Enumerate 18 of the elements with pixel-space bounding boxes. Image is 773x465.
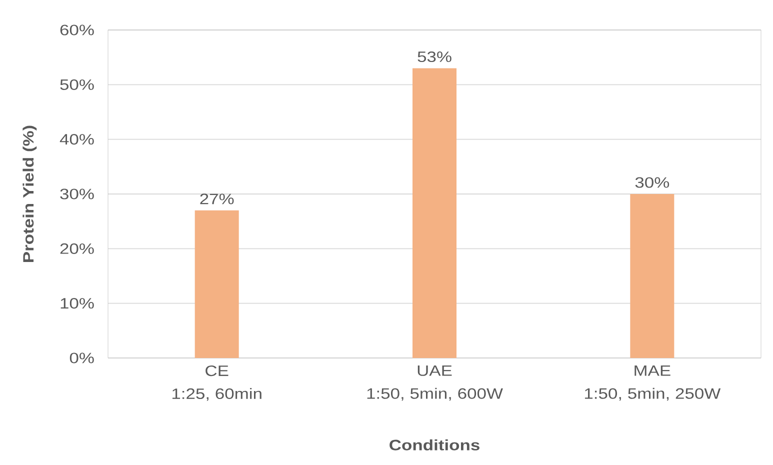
x-tick-label: CE 1:25, 60min (172, 366, 262, 401)
data-label: 30% (635, 177, 670, 188)
data-label: 27% (200, 194, 234, 204)
y-tick-label: 20% (60, 243, 94, 254)
y-tick-label: 50% (60, 79, 94, 90)
y-tick-label: 60% (60, 24, 94, 36)
x-tick-label: UAE 1:50, 5min, 600W (367, 366, 503, 401)
data-label: 53% (418, 51, 452, 62)
x-axis-title: Conditions (390, 439, 480, 450)
bar (630, 194, 674, 358)
x-tick-label: MAE 1:50, 5min, 250W (584, 366, 721, 401)
y-tick-label: 30% (60, 188, 94, 200)
y-tick-label: 10% (60, 298, 94, 309)
y-tick-label: 0% (70, 352, 94, 364)
bar (412, 68, 457, 358)
y-axis-title: Protein Yield (%) (22, 126, 37, 262)
y-tick-label: 40% (60, 134, 94, 145)
bar (194, 210, 239, 358)
